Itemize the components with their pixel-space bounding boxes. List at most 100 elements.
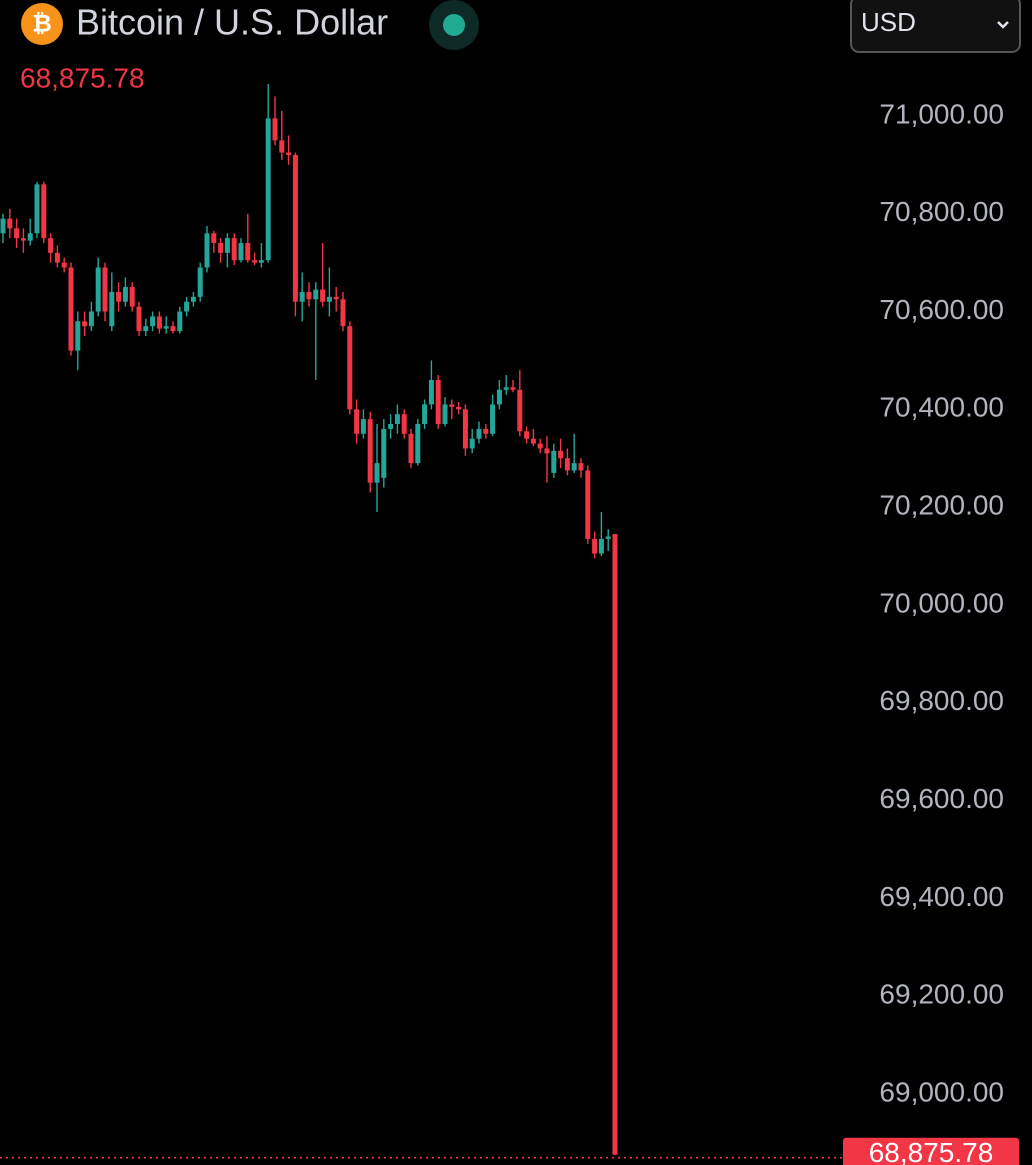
candle-body — [292, 155, 298, 302]
candle-body — [218, 243, 224, 253]
candle-body — [245, 243, 251, 261]
candle-body — [476, 428, 482, 439]
candle-body — [163, 326, 169, 329]
candle-body — [0, 218, 6, 234]
candle-body — [469, 438, 475, 449]
candle-body — [585, 470, 591, 539]
candle-body — [524, 431, 530, 439]
y-tick-label: 70,800.00 — [879, 196, 1004, 227]
candle-body — [88, 311, 94, 327]
y-tick-label: 69,600.00 — [879, 783, 1004, 814]
y-tick-label: 70,000.00 — [879, 587, 1004, 618]
candle-body — [537, 443, 543, 449]
candle-body — [564, 458, 570, 471]
candle-body — [442, 404, 448, 424]
candle-body — [299, 291, 305, 302]
candle-body — [347, 326, 353, 410]
candle-body — [490, 404, 496, 434]
candle-body — [20, 238, 26, 241]
candle-body — [598, 538, 604, 554]
candle-body — [258, 260, 264, 263]
candle-body — [116, 291, 122, 302]
candle-body — [143, 326, 149, 332]
y-tick-label: 69,800.00 — [879, 685, 1004, 716]
candle-body — [394, 414, 400, 424]
candle-body — [109, 291, 115, 327]
candle-body — [551, 450, 557, 473]
candle-body — [279, 140, 285, 153]
y-tick-label: 70,600.00 — [879, 294, 1004, 325]
currency-select-box[interactable] — [850, 0, 1021, 53]
candle-body — [354, 409, 360, 434]
bitcoin-icon-symbol: ₿ — [32, 10, 52, 37]
current-price: 68,875.78 — [20, 62, 145, 93]
y-tick-label: 70,200.00 — [879, 490, 1004, 521]
y-tick-label: 69,000.00 — [879, 1076, 1004, 1107]
candle-body — [41, 184, 47, 239]
candle-body — [286, 152, 292, 156]
candle-body — [48, 238, 54, 253]
candle-body — [496, 389, 502, 405]
candle-body — [388, 423, 394, 429]
candle-body — [313, 289, 319, 300]
candle-body — [381, 428, 387, 478]
y-tick-label: 70,400.00 — [879, 392, 1004, 423]
candle-body — [517, 389, 523, 432]
candle-body — [54, 252, 60, 263]
candle-body — [578, 463, 584, 471]
candle-body — [401, 414, 407, 434]
candle-body — [7, 218, 13, 229]
candle-body — [27, 233, 33, 241]
candle-body — [61, 262, 67, 268]
candle-body — [82, 321, 88, 327]
candle-body — [422, 404, 428, 424]
candle-body — [503, 387, 509, 390]
candle-body — [204, 233, 210, 268]
y-tick-label: 69,200.00 — [879, 979, 1004, 1010]
candle-body — [415, 423, 421, 464]
candle-body — [592, 538, 598, 554]
currency-label[interactable]: USD — [861, 7, 916, 37]
currency-select[interactable]: USD — [850, 0, 1021, 53]
candle-body — [435, 379, 441, 424]
candle-body — [211, 233, 217, 244]
status-dot — [443, 14, 465, 36]
candle-body — [184, 301, 190, 312]
candle-body — [95, 267, 101, 312]
candle-body — [510, 387, 516, 390]
candle-body — [252, 260, 258, 263]
candle-body — [408, 433, 414, 464]
candle-body — [75, 321, 81, 351]
candle-body — [238, 243, 244, 261]
dropdown-arrow[interactable] — [997, 21, 1009, 29]
candle-body — [177, 311, 183, 332]
candle-body — [612, 534, 618, 1155]
candle-body — [456, 406, 462, 410]
candle-body — [340, 299, 346, 327]
candle-body — [360, 419, 366, 434]
bitcoin-icon — [21, 3, 63, 45]
candle-body — [14, 228, 20, 239]
candle-body — [170, 326, 176, 332]
candle-body — [224, 238, 230, 253]
candle-body — [129, 287, 135, 307]
candle-body — [558, 450, 564, 459]
candle-body — [102, 267, 108, 312]
candle-body — [306, 291, 312, 300]
candle-body — [462, 409, 468, 449]
candle-body — [122, 287, 128, 302]
candle-body — [571, 463, 577, 471]
plot-area: 71,000.00 70,800.00 70,600.00 70,400.00 70,2… — [0, 84, 1019, 1165]
chart-title: Bitcoin / U.S. Dollar — [76, 2, 388, 43]
candle-body — [449, 404, 455, 407]
candle-body — [231, 238, 237, 261]
candle-body — [272, 118, 278, 141]
candle-body — [68, 267, 74, 351]
candle-body — [156, 316, 162, 329]
y-tick-label: 71,000.00 — [879, 98, 1004, 129]
candle-body — [190, 296, 196, 302]
candle-body — [265, 118, 271, 261]
candle-body — [34, 184, 40, 234]
